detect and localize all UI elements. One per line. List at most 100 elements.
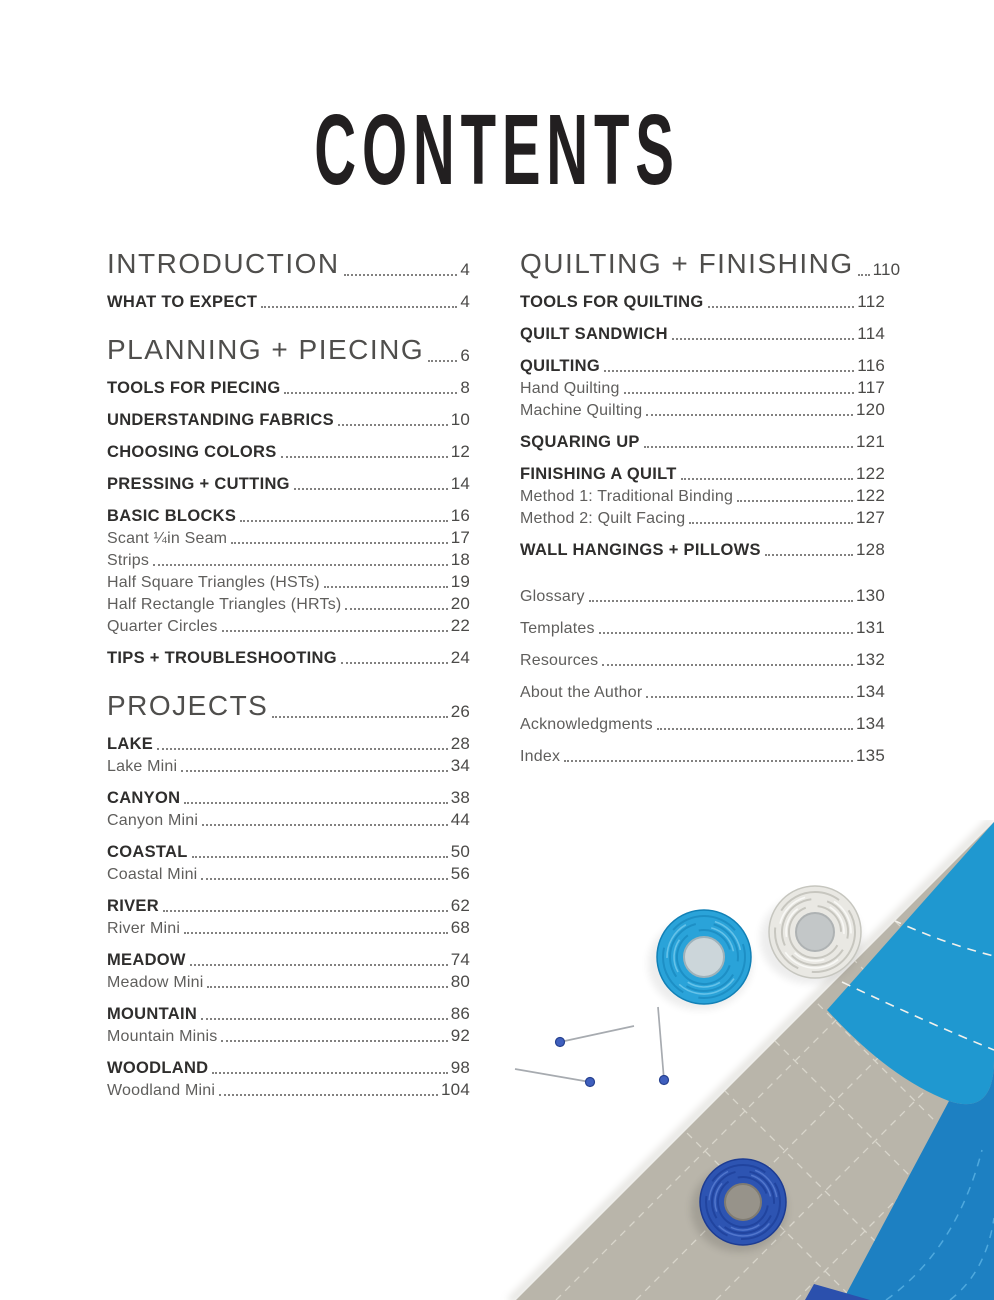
toc-entry-label: COASTAL: [107, 843, 188, 861]
toc-entry-label: CANYON: [107, 789, 181, 807]
quilt-edge-shadow: [507, 820, 994, 1300]
toc-entry-page-number: 18: [450, 550, 470, 569]
navy-thread-spool: [691, 1158, 787, 1252]
dot-leader: [153, 564, 448, 566]
toc-entry-label: River Mini: [107, 920, 181, 937]
dot-leader: [689, 522, 854, 524]
toc-entry: PLANNING + PIECING 6: [107, 326, 470, 366]
toc-entry-page-number: 4: [460, 292, 470, 311]
dot-leader: [598, 632, 854, 634]
toc-entry: MOUNTAIN 86: [107, 1002, 470, 1024]
cyan-thread-spool: [648, 909, 752, 1010]
toc-entry: SQUARING UP 121: [520, 430, 885, 452]
toc-entry-page-number: 34: [450, 756, 470, 775]
white-thread-spool: [760, 885, 862, 984]
toc-entry: BASIC BLOCKS 16: [107, 504, 470, 526]
dot-leader: [646, 414, 854, 416]
dot-leader: [280, 456, 448, 458]
toc-entry: Mountain Minis 92: [107, 1024, 470, 1046]
dot-leader: [219, 1094, 439, 1096]
toc-entry-label: INTRODUCTION: [107, 248, 340, 280]
toc-entry: QUILT SANDWICH 114: [520, 322, 885, 344]
toc-entry-label: About the Author: [520, 684, 643, 701]
page-title: CONTENTS: [314, 94, 680, 206]
table-of-contents: INTRODUCTION 4 WHAT TO EXPECT 4 PLANNING…: [107, 240, 900, 1100]
toc-entry-page-number: 26: [450, 702, 470, 721]
dot-leader: [323, 586, 448, 588]
toc-entry-label: Method 2: Quilt Facing: [520, 510, 686, 527]
toc-entry: CANYON 38: [107, 786, 470, 808]
dot-leader: [428, 360, 458, 362]
toc-entry: Method 1: Traditional Binding 122: [520, 484, 885, 506]
toc-entry: Machine Quilting 120: [520, 398, 885, 420]
toc-entry: WHAT TO EXPECT 4: [107, 290, 470, 312]
cyan-fabric-piece: [827, 822, 994, 1105]
dot-leader: [157, 748, 448, 750]
toc-entry: WOODLAND 98: [107, 1056, 470, 1078]
toc-entry-page-number: 120: [856, 400, 885, 419]
toc-entry-label: QUILT SANDWICH: [520, 325, 668, 343]
toc-entry-page-number: 74: [450, 950, 470, 969]
toc-entry-page-number: 56: [450, 864, 470, 883]
navy-fabric-sliver: [805, 1284, 870, 1300]
toc-entry-label: Quarter Circles: [107, 618, 218, 635]
toc-entry: Half Square Triangles (HSTs) 19: [107, 570, 470, 592]
toc-entry-page-number: 92: [450, 1026, 470, 1045]
toc-entry: LAKE 28: [107, 732, 470, 754]
dot-leader: [212, 1072, 448, 1074]
quilt-photo: [507, 820, 994, 1300]
toc-entry-page-number: 10: [450, 410, 470, 429]
dot-leader: [221, 630, 448, 632]
toc-entry-label: LAKE: [107, 735, 154, 753]
toc-entry-label: Method 1: Traditional Binding: [520, 488, 734, 505]
dot-leader: [231, 542, 448, 544]
toc-entry-label: TOOLS FOR PIECING: [107, 379, 281, 397]
toc-entry: PROJECTS 26: [107, 682, 470, 722]
toc-entry-page-number: 4: [460, 260, 470, 279]
toc-entry-label: TOOLS FOR QUILTING: [520, 293, 704, 311]
toc-entry-label: SQUARING UP: [520, 433, 640, 451]
toc-entry-page-number: 24: [450, 648, 470, 667]
dot-leader: [656, 728, 854, 730]
toc-entry-page-number: 122: [856, 464, 885, 483]
toc-entry: Strips 18: [107, 548, 470, 570]
pin: [657, 1006, 670, 1086]
dot-leader: [671, 338, 855, 340]
toc-entry-page-number: 130: [856, 586, 885, 605]
toc-entry: Coastal Mini 56: [107, 862, 470, 884]
toc-entry-page-number: 112: [857, 292, 885, 311]
toc-entry: Templates 131: [520, 616, 885, 638]
toc-entry-label: QUILTING: [520, 357, 601, 375]
toc-column-right: QUILTING + FINISHING 110 TOOLS FOR QUILT…: [520, 240, 900, 1100]
toc-entry: RIVER 62: [107, 894, 470, 916]
toc-entry-page-number: 122: [856, 486, 885, 505]
toc-entry: TIPS + TROUBLESHOOTING 24: [107, 646, 470, 668]
dot-leader: [643, 446, 854, 448]
dot-leader: [588, 600, 854, 602]
toc-entry: Half Rectangle Triangles (HRTs) 20: [107, 592, 470, 614]
blue-piece-stitching: [885, 1149, 994, 1300]
toc-entry: FINISHING A QUILT 122: [520, 462, 885, 484]
dot-leader: [337, 424, 448, 426]
dot-leader: [201, 1018, 448, 1020]
toc-entry-label: Hand Quilting: [520, 380, 620, 397]
dot-leader: [272, 716, 448, 718]
toc-entry-page-number: 86: [450, 1004, 470, 1023]
dot-leader: [293, 488, 448, 490]
toc-entry: Glossary 130: [520, 584, 885, 606]
pins: [514, 1006, 670, 1088]
toc-entry-page-number: 28: [450, 734, 470, 753]
toc-entry-label: Machine Quilting: [520, 402, 643, 419]
toc-entry-label: CHOOSING COLORS: [107, 443, 277, 461]
toc-entry-label: MOUNTAIN: [107, 1005, 198, 1023]
dot-leader: [284, 392, 458, 394]
toc-entry: WALL HANGINGS + PILLOWS 128: [520, 538, 885, 560]
toc-entry: Lake Mini 34: [107, 754, 470, 776]
blue-fabric-piece: [843, 1060, 994, 1300]
toc-entry: Woodland Mini 104: [107, 1078, 470, 1100]
toc-entry-label: PRESSING + CUTTING: [107, 475, 290, 493]
toc-entry: COASTAL 50: [107, 840, 470, 862]
toc-entry: Hand Quilting 117: [520, 376, 885, 398]
toc-entry-label: WOODLAND: [107, 1059, 209, 1077]
toc-entry-page-number: 134: [856, 714, 885, 733]
